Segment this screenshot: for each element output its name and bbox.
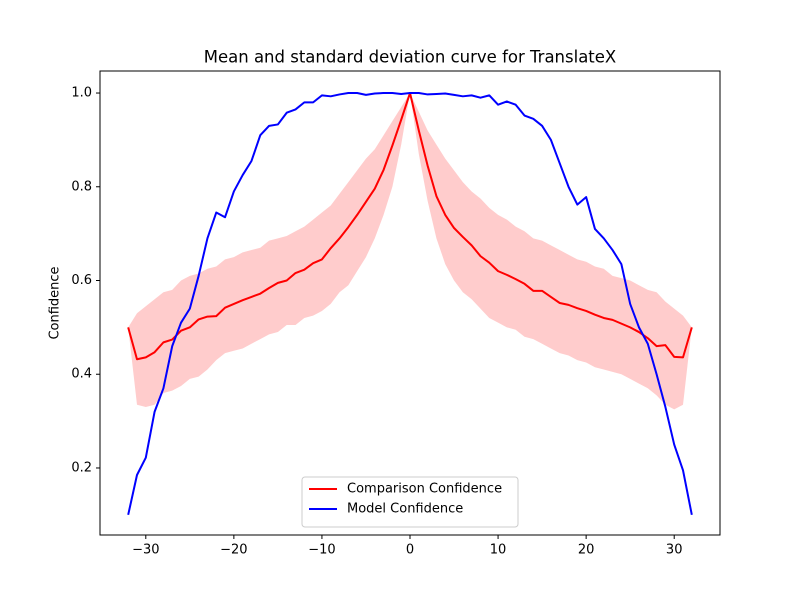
legend-box: [301, 476, 519, 528]
x-tick-label: 0: [406, 543, 414, 558]
y-tick-label: 0.4: [71, 367, 92, 382]
y-axis-label: Confidence: [48, 266, 63, 339]
x-tick-label: −20: [220, 543, 247, 558]
legend-label: Model Confidence: [347, 502, 463, 517]
x-tick-label: 10: [490, 543, 507, 558]
series-line: [127, 92, 693, 516]
chart-title: Mean and standard deviation curve for Tr…: [204, 48, 616, 67]
y-tick-label: 1.0: [71, 86, 92, 101]
x-tick-label: −10: [308, 543, 335, 558]
std-band: [128, 93, 692, 410]
x-tick-label: 30: [666, 543, 683, 558]
y-tick-label: 0.6: [71, 273, 92, 288]
legend-label: Comparison Confidence: [347, 482, 502, 497]
y-tick-label: 0.8: [71, 179, 92, 194]
x-tick-label: 20: [578, 543, 595, 558]
y-tick-label: 0.2: [71, 460, 92, 475]
x-tick-label: −30: [132, 543, 159, 558]
legend: Comparison Confidence Model Confidence: [301, 476, 519, 528]
